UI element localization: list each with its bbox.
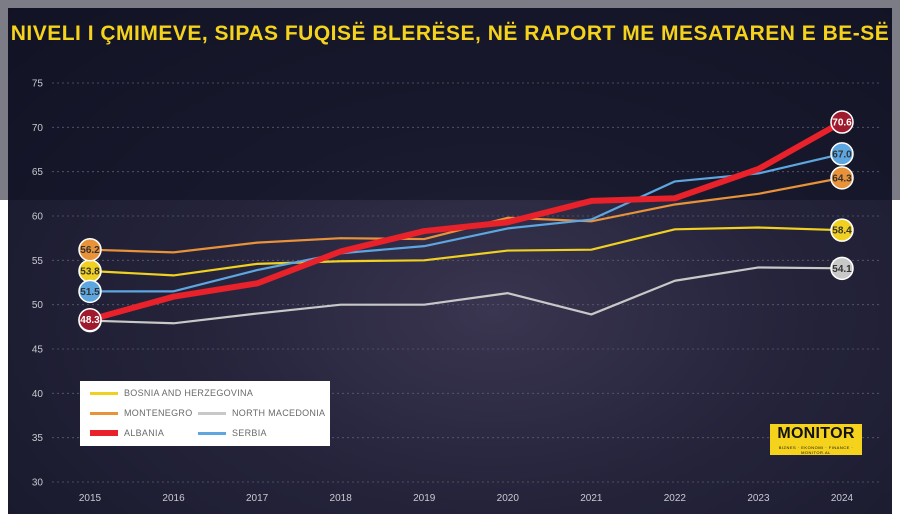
data-label-bosnia-and-herzegovina-start: 53.8 <box>80 266 100 277</box>
data-point-montenegro-start <box>78 237 102 262</box>
data-point-albania-end <box>830 110 854 134</box>
x-tick-label-2021: 2021 <box>580 493 603 504</box>
series-line-serbia <box>88 152 844 293</box>
data-point-bosnia-and-herzegovina-end <box>830 218 854 242</box>
y-tick-label-40: 40 <box>32 389 44 400</box>
logo-wordmark: MONITOR <box>777 425 855 442</box>
chart-title: NIVELI I ÇMIMEVE, SIPAS FUQISË BLERËSE, … <box>10 22 890 45</box>
legend-swatch-montenegro <box>90 412 118 415</box>
series-line-montenegro <box>88 176 844 254</box>
legend-swatch-serbia <box>198 432 226 435</box>
data-point-serbia-end <box>830 142 854 166</box>
logo-tagline: BIZNES · EKONOMI · FINANCE · MONITOR.AL <box>778 445 854 455</box>
x-tick-label-2015: 2015 <box>79 493 102 504</box>
legend-swatch-bosnia <box>90 392 118 395</box>
legend: BOSNIA AND HERZEGOVINA MONTENEGRO NORTH … <box>80 381 330 446</box>
y-tick-label-65: 65 <box>32 167 44 178</box>
legend-label-serbia: SERBIA <box>232 428 267 438</box>
data-label-albania-end: 70.6 <box>832 118 852 129</box>
x-tick-label-2022: 2022 <box>664 493 687 504</box>
y-tick-label-50: 50 <box>32 300 44 311</box>
legend-swatch-north-macedonia <box>198 412 226 415</box>
y-tick-label-70: 70 <box>32 123 44 134</box>
data-label-montenegro-start: 56.2 <box>80 245 100 256</box>
data-point-albania-start <box>78 307 102 332</box>
data-point-serbia-start <box>78 279 102 304</box>
data-label-north-macedonia-end: 54.1 <box>832 264 852 275</box>
data-label-serbia-start: 51.5 <box>80 287 100 298</box>
data-point-montenegro-end <box>830 166 854 190</box>
header-shade <box>0 0 900 200</box>
y-tick-label-35: 35 <box>32 433 44 444</box>
series-line-albania <box>87 119 845 323</box>
data-label-montenegro-end: 64.3 <box>832 173 852 184</box>
data-label-albania-start: 48.3 <box>80 315 100 326</box>
legend-label-montenegro: MONTENEGRO <box>124 408 193 418</box>
x-tick-label-2024: 2024 <box>831 493 854 504</box>
legend-label-north-macedonia: NORTH MACEDONIA <box>232 408 326 418</box>
x-tick-label-2019: 2019 <box>413 493 436 504</box>
x-tick-label-2017: 2017 <box>246 493 269 504</box>
legend-swatch-albania <box>90 430 118 436</box>
series-line-north-macedonia <box>88 266 844 325</box>
x-tick-label-2018: 2018 <box>330 493 353 504</box>
y-tick-label-45: 45 <box>32 345 44 356</box>
y-tick-label-75: 75 <box>32 79 44 90</box>
y-tick-label-55: 55 <box>32 256 44 267</box>
y-tick-label-30: 30 <box>32 478 44 489</box>
x-tick-label-2016: 2016 <box>162 493 185 504</box>
monitor-logo: MONITOR BIZNES · EKONOMI · FINANCE · MON… <box>770 424 862 455</box>
legend-label-albania: ALBANIA <box>124 428 165 438</box>
y-tick-label-60: 60 <box>32 212 44 223</box>
data-label-serbia-end: 67.0 <box>832 149 852 160</box>
x-tick-label-2020: 2020 <box>497 493 520 504</box>
legend-label-bosnia: BOSNIA AND HERZEGOVINA <box>124 388 254 398</box>
data-label-bosnia-and-herzegovina-end: 58.4 <box>832 226 852 237</box>
x-tick-label-2023: 2023 <box>747 493 770 504</box>
data-point-north-macedonia-end <box>830 256 854 281</box>
series-line-bosnia-and-herzegovina <box>88 226 844 277</box>
